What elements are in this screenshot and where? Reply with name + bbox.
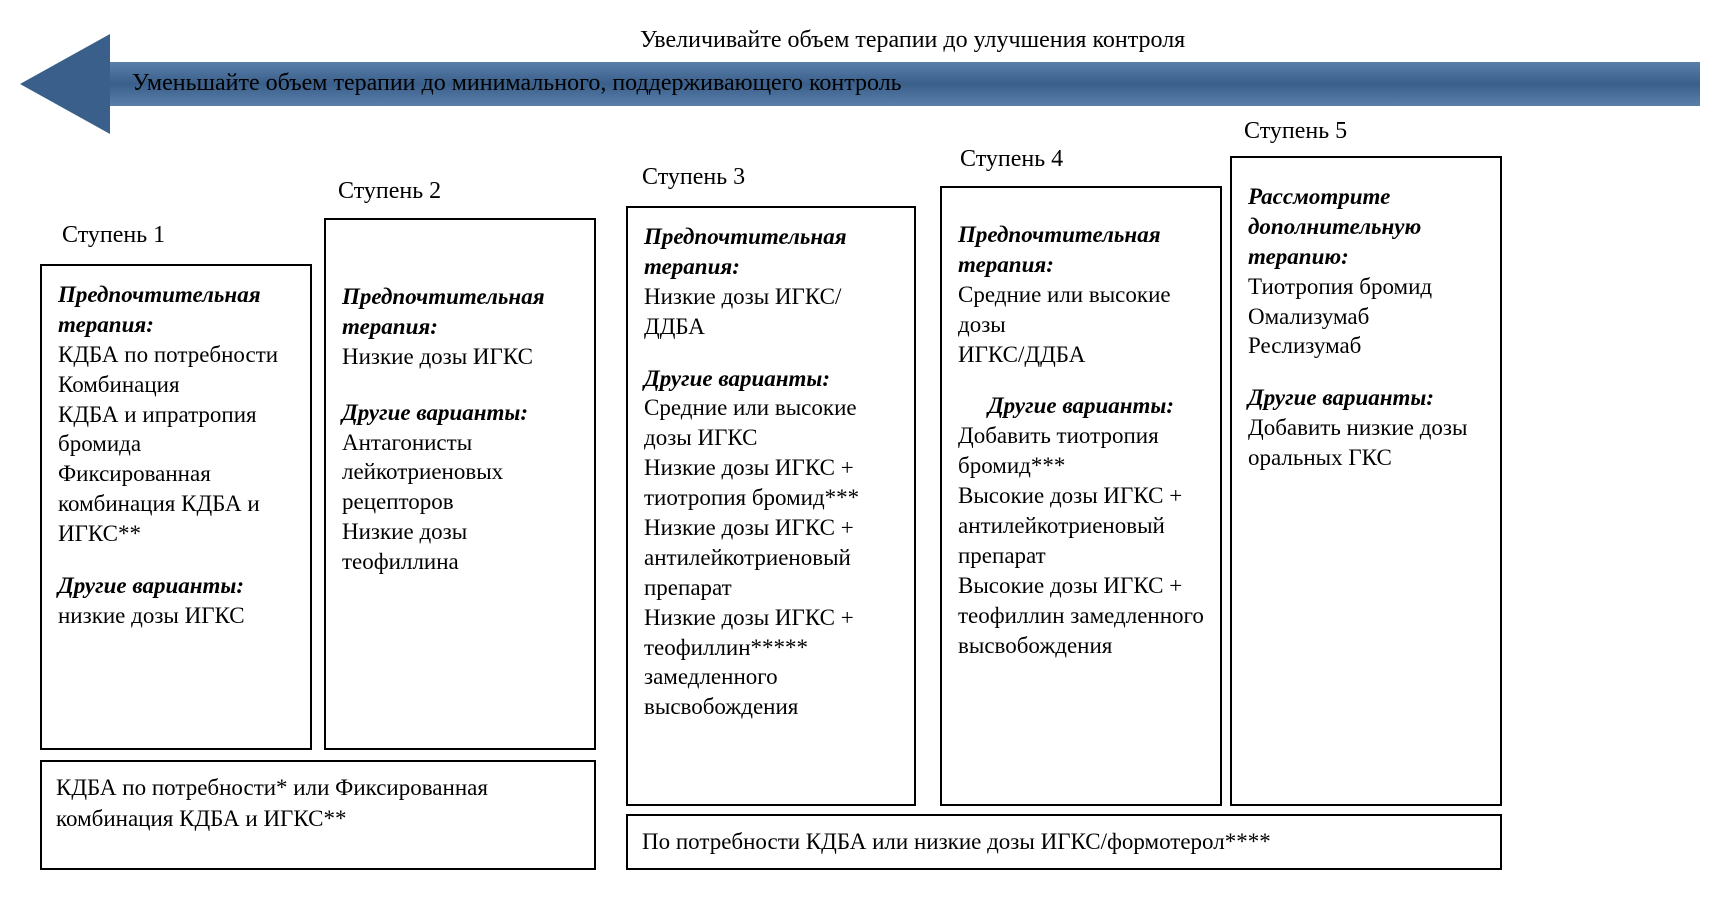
- step-4-other-title: Другие варианты:: [958, 391, 1204, 421]
- step-3-preferred-title: Предпочтительная терапия:: [644, 222, 898, 282]
- step-2-preferred-body: Низкие дозы ИГКС: [342, 342, 578, 372]
- step-1-preferred-title: Предпочтительная терапия:: [58, 280, 294, 340]
- step-3-label: Ступень 3: [642, 164, 745, 191]
- step-1-label: Ступень 1: [62, 222, 165, 249]
- footer-left-box: КДБА по потребности* или Фиксированная к…: [40, 760, 596, 870]
- step-4-box: Предпочтительная терапия: Средние или вы…: [940, 186, 1222, 806]
- step-4-label: Ступень 4: [960, 146, 1063, 173]
- step-2-preferred-title: Предпочтительная терапия:: [342, 282, 578, 342]
- step-up-text: Увеличивайте объем терапии до улучшения …: [640, 26, 1185, 55]
- step-3-preferred-body: Низкие дозы ИГКС/ДДБА: [644, 282, 898, 342]
- step-5-label: Ступень 5: [1244, 118, 1347, 145]
- step-4-preferred-body: Средние или высокие дозы ИГКС/ДДБА: [958, 280, 1204, 370]
- arrow-head-icon: [20, 34, 110, 134]
- step-5-box: Рассмотрите дополнительную терапию: Тиот…: [1230, 156, 1502, 806]
- step-2-other-title: Другие варианты:: [342, 398, 578, 428]
- step-3-other-body: Средние или высокие дозы ИГКС Низкие доз…: [644, 393, 898, 722]
- step-5-preferred-body: Тиотропия бромид Омализумаб Реслизумаб: [1248, 272, 1484, 362]
- footer-right-text: По потребности КДБА или низкие дозы ИГКС…: [642, 829, 1271, 854]
- step-3-box: Предпочтительная терапия: Низкие дозы ИГ…: [626, 206, 916, 806]
- step-2-box: Предпочтительная терапия: Низкие дозы ИГ…: [324, 218, 596, 750]
- step-down-text: Уменьшайте объем терапии до минимального…: [132, 70, 902, 97]
- step-2-label: Ступень 2: [338, 178, 441, 205]
- step-1-other-body: низкие дозы ИГКС: [58, 601, 294, 631]
- footer-left-text: КДБА по потребности* или Фиксированная к…: [56, 775, 488, 831]
- step-4-preferred-title: Предпочтительная терапия:: [958, 220, 1204, 280]
- footer-right-box: По потребности КДБА или низкие дозы ИГКС…: [626, 814, 1502, 870]
- step-1-other-title: Другие варианты:: [58, 571, 294, 601]
- step-1-preferred-body: КДБА по потребности Комбинация КДБА и ип…: [58, 340, 294, 549]
- step-5-other-title: Другие варианты:: [1248, 383, 1484, 413]
- step-4-other-body: Добавить тиотропия бромид*** Высокие доз…: [958, 421, 1204, 660]
- step-1-box: Предпочтительная терапия: КДБА по потреб…: [40, 264, 312, 750]
- step-3-other-title: Другие варианты:: [644, 364, 898, 394]
- diagram-canvas: Увеличивайте объем терапии до улучшения …: [0, 0, 1726, 924]
- step-5-preferred-title: Рассмотрите дополнительную терапию:: [1248, 182, 1484, 272]
- step-2-other-body: Антагонисты лейкотриеновых рецепторов Ни…: [342, 428, 578, 577]
- step-5-other-body: Добавить низкие дозы оральных ГКС: [1248, 413, 1484, 473]
